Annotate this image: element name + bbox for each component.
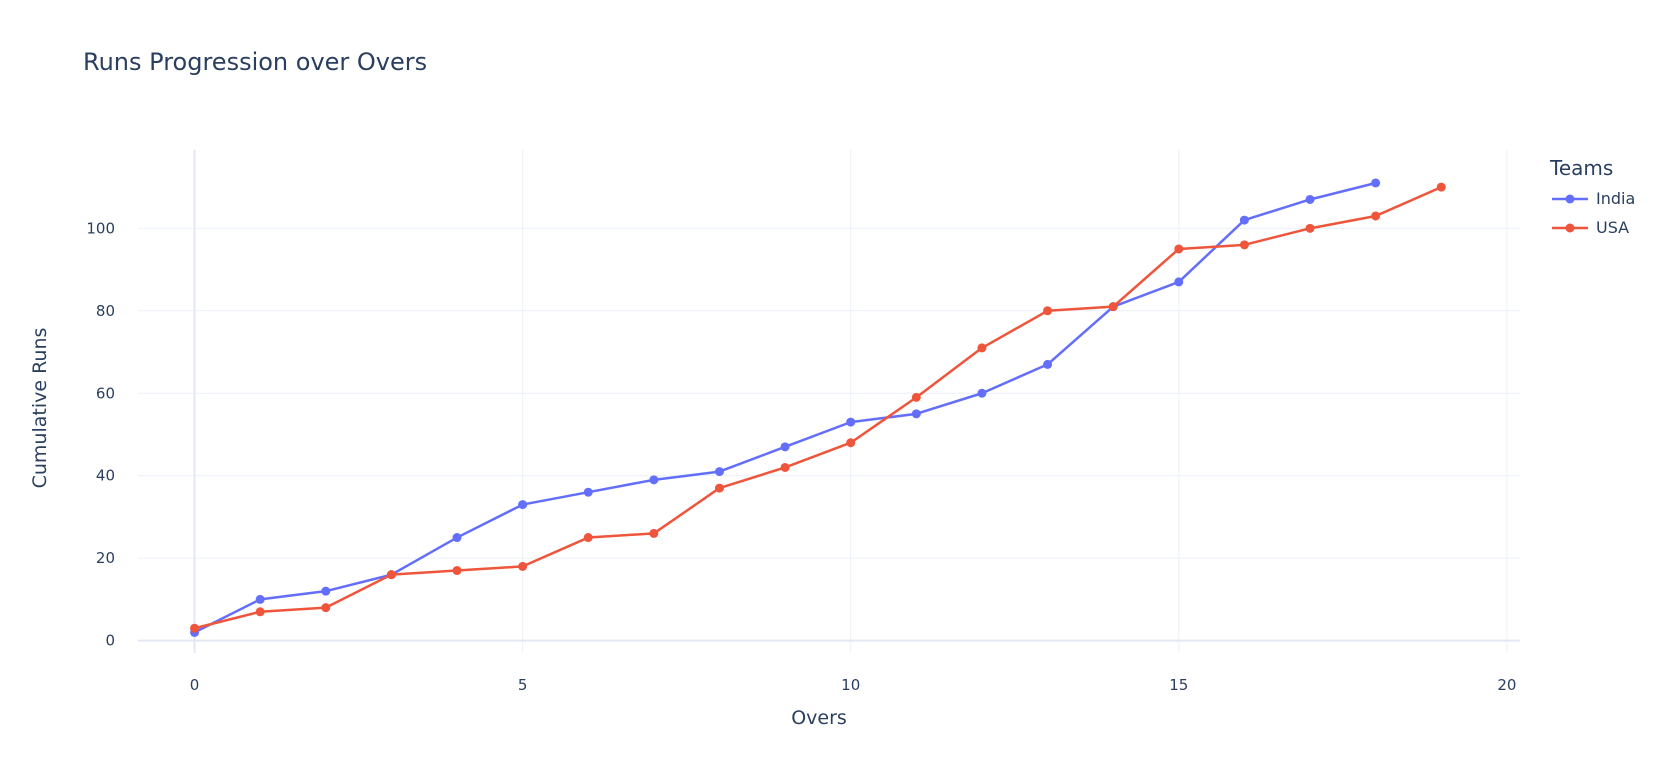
point-usa-4[interactable] — [452, 566, 462, 576]
point-india-13[interactable] — [1043, 359, 1053, 369]
point-india-17[interactable] — [1305, 194, 1315, 204]
point-india-6[interactable] — [583, 487, 593, 497]
y-tick-label-60: 60 — [96, 384, 115, 402]
x-tick-label-5: 5 — [518, 676, 528, 694]
legend-label-usa: USA — [1596, 218, 1630, 237]
tick-labels: 0 5 10 15 20 0 20 40 60 80 100 — [86, 219, 1516, 694]
grid-lines — [138, 150, 1520, 653]
y-tick-label-0: 0 — [105, 632, 115, 650]
point-india-11[interactable] — [911, 409, 921, 419]
point-usa-3[interactable] — [386, 570, 396, 580]
point-usa-19[interactable] — [1436, 182, 1446, 192]
y-axis-title: Cumulative Runs — [29, 327, 51, 489]
x-axis-title: Overs — [791, 707, 847, 729]
point-india-8[interactable] — [714, 467, 724, 477]
point-usa-0[interactable] — [190, 623, 200, 633]
series-usa — [190, 182, 1446, 633]
x-tick-label-20: 20 — [1497, 676, 1516, 694]
legend-title: Teams — [1550, 156, 1614, 180]
y-tick-label-40: 40 — [96, 467, 115, 485]
point-usa-10[interactable] — [846, 438, 856, 448]
legend-item-india[interactable]: India — [1550, 184, 1635, 213]
point-usa-1[interactable] — [255, 607, 265, 617]
point-india-2[interactable] — [321, 586, 331, 596]
legend-swatch-india — [1552, 194, 1588, 203]
point-usa-17[interactable] — [1305, 223, 1315, 233]
point-india-4[interactable] — [452, 533, 462, 543]
chart-title: Runs Progression over Overs — [83, 48, 428, 76]
point-india-15[interactable] — [1174, 277, 1184, 287]
point-india-16[interactable] — [1239, 215, 1249, 225]
point-usa-12[interactable] — [977, 343, 987, 353]
point-usa-13[interactable] — [1043, 306, 1053, 316]
point-india-9[interactable] — [780, 442, 790, 452]
point-usa-6[interactable] — [583, 533, 593, 543]
point-india-10[interactable] — [846, 417, 856, 427]
y-tick-label-80: 80 — [96, 302, 115, 320]
point-usa-16[interactable] — [1239, 240, 1249, 250]
series-line-usa — [194, 185, 1442, 630]
point-usa-14[interactable] — [1108, 302, 1118, 312]
point-india-7[interactable] — [649, 475, 659, 485]
y-tick-label-100: 100 — [86, 219, 115, 237]
point-india-1[interactable] — [255, 594, 265, 604]
point-india-18[interactable] — [1371, 178, 1381, 188]
point-india-5[interactable] — [518, 500, 528, 510]
x-tick-label-15: 15 — [1169, 676, 1188, 694]
x-tick-label-10: 10 — [841, 676, 860, 694]
point-usa-11[interactable] — [911, 392, 921, 402]
series-lines — [190, 178, 1446, 637]
point-usa-5[interactable] — [518, 561, 528, 571]
point-usa-2[interactable] — [321, 603, 331, 613]
y-tick-label-20: 20 — [96, 549, 115, 567]
point-usa-9[interactable] — [780, 462, 790, 472]
legend-swatch-usa — [1552, 223, 1588, 232]
point-usa-7[interactable] — [649, 528, 659, 538]
legend-item-usa[interactable]: USA — [1550, 213, 1635, 242]
point-usa-15[interactable] — [1174, 244, 1184, 254]
zero-lines — [138, 150, 1520, 653]
x-tick-label-0: 0 — [190, 676, 200, 694]
point-india-12[interactable] — [977, 388, 987, 398]
legend: Teams India USA — [1550, 156, 1635, 242]
point-usa-8[interactable] — [714, 483, 724, 493]
series-line-india — [193, 181, 1376, 634]
legend-label-india: India — [1596, 189, 1636, 208]
point-usa-18[interactable] — [1371, 211, 1381, 221]
